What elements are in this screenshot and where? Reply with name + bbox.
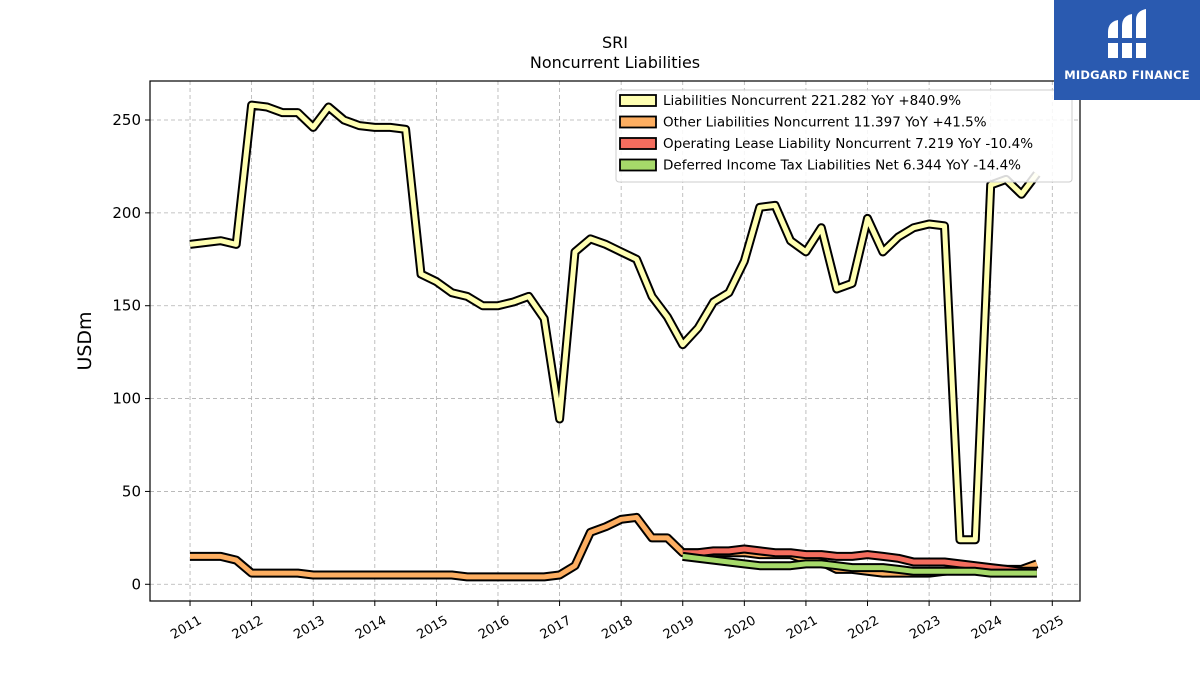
legend: Liabilities Noncurrent 221.282 YoY +840.… (615, 89, 1073, 183)
legend-swatch (619, 158, 657, 172)
x-tick-label: 2022 (846, 613, 882, 643)
y-tick-label: 150 (112, 297, 141, 315)
legend-label: Operating Lease Liability Noncurrent 7.2… (663, 136, 1033, 152)
x-tick-label: 2025 (1030, 613, 1066, 643)
x-tick-label: 2011 (168, 613, 204, 643)
series-3 (682, 544, 1037, 576)
y-axis-label: USDm (74, 311, 96, 370)
chart-subtitle: Noncurrent Liabilities (530, 53, 700, 72)
x-tick-label: 2020 (723, 613, 759, 643)
x-tick-label: 2018 (599, 613, 635, 643)
x-tick-label: 2021 (784, 613, 820, 643)
y-tick-label: 50 (122, 482, 141, 500)
x-tick-label: 2016 (476, 613, 512, 643)
legend-swatch (619, 115, 657, 129)
logo-text: MIDGARD FINANCE (1064, 68, 1190, 82)
chart-title: SRI (602, 33, 628, 52)
midgard-logo: MIDGARD FINANCE (1054, 0, 1200, 100)
x-tick-label: 2017 (538, 613, 574, 643)
series-line (189, 102, 1039, 543)
y-tick-label: 250 (112, 111, 141, 129)
y-tick-label: 100 (112, 390, 141, 408)
series-line (682, 553, 1037, 576)
x-tick-label: 2014 (353, 613, 389, 643)
legend-box (615, 89, 1073, 183)
series-1 (189, 100, 1041, 545)
legend-item: Other Liabilities Noncurrent 11.397 YoY … (619, 115, 987, 131)
legend-label: Liabilities Noncurrent 221.282 YoY +840.… (663, 93, 961, 109)
series-layer (189, 100, 1041, 582)
legend-swatch (619, 94, 657, 107)
y-tick-label: 200 (112, 204, 141, 222)
legend-item: Operating Lease Liability Noncurrent 7.2… (619, 136, 1033, 152)
legend-label: Deferred Income Tax Liabilities Net 6.34… (663, 158, 1021, 174)
x-tick-label: 2023 (907, 613, 943, 643)
y-tick-label: 0 (131, 575, 141, 593)
legend-swatch (619, 137, 657, 150)
x-tick-label: 2015 (415, 613, 451, 643)
x-tick-label: 2012 (230, 613, 266, 643)
x-tick-label: 2019 (661, 613, 697, 643)
midgard-logo-icon (1106, 9, 1148, 58)
legend-item: Liabilities Noncurrent 221.282 YoY +840.… (619, 93, 961, 109)
legend-label: Other Liabilities Noncurrent 11.397 YoY … (663, 115, 987, 131)
x-tick-label: 2024 (969, 613, 1005, 643)
x-tick-label: 2013 (291, 613, 327, 643)
series-4 (682, 551, 1037, 578)
plot-frame (149, 80, 1081, 602)
legend-item: Deferred Income Tax Liabilities Net 6.34… (619, 158, 1021, 174)
series-line (682, 546, 1037, 574)
